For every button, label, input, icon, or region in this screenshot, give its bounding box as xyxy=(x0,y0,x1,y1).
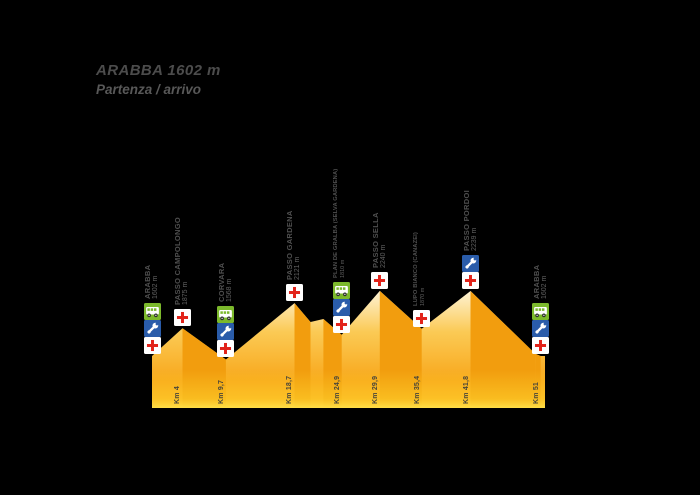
km-tick-anchor-7: Km 51 xyxy=(532,382,540,405)
waypoint-name: PASSO PORDOI xyxy=(461,190,471,252)
waypoint-label-anchor-5: PASSO SELLA 2240 m xyxy=(371,212,387,269)
waypoint-services-1 xyxy=(173,309,191,327)
chart-title-block: ARABBA 1602 m Partenza / arrivo xyxy=(96,62,221,97)
first-aid-icon xyxy=(285,284,303,302)
waypoint-name: ARABBA xyxy=(531,264,541,299)
wrench-icon xyxy=(462,255,480,273)
km-tick-anchor-2: Km 18,7 xyxy=(285,376,293,405)
waypoint-elevation: 1870 m xyxy=(419,287,426,306)
km-tick-anchor-4: Km 29,9 xyxy=(371,376,379,405)
wrench-icon xyxy=(143,320,161,337)
wrench-icon xyxy=(333,298,351,316)
waypoint-label-anchor-6: LUPO BIANCO (CANAZEI) 1870 m xyxy=(413,232,426,307)
waypoint-name: CORVARA xyxy=(216,263,226,303)
waypoint-label: LUPO BIANCO (CANAZEI) 1870 m xyxy=(413,232,427,306)
waypoint-elevation: 2240 m xyxy=(379,244,387,268)
first-aid-icon xyxy=(217,340,235,358)
first-aid-icon xyxy=(462,272,480,290)
profile-baseline-glow xyxy=(152,370,545,408)
km-tick-label: Km 51 xyxy=(532,381,540,404)
waypoint-label-anchor-7: PASSO PORDOI 2239 m xyxy=(462,190,478,252)
waypoint-name: ARABBA xyxy=(143,264,152,299)
km-tick-anchor-0: Km 4 xyxy=(173,386,181,405)
waypoint-label: PASSO CAMPOLONGO 1875 m xyxy=(173,217,190,305)
waypoint-services-6 xyxy=(413,309,431,327)
waypoint-elevation: 1810 m xyxy=(339,259,346,278)
waypoint-elevation: 1875 m xyxy=(182,281,190,306)
waypoint-elevation: 2239 m xyxy=(470,227,478,252)
waypoint-name: PASSO SELLA xyxy=(370,212,380,268)
waypoint-services-4 xyxy=(333,281,351,333)
km-tick-anchor-5: Km 35,4 xyxy=(413,376,421,405)
waypoint-label-anchor-1: PASSO CAMPOLONGO 1875 m xyxy=(173,217,189,306)
km-tick-label: Km 9,7 xyxy=(217,379,225,404)
km-tick-label: Km 18,7 xyxy=(286,375,294,404)
km-tick-anchor-3: Km 24,9 xyxy=(333,376,341,405)
waypoint-services-8 xyxy=(532,303,550,354)
waypoint-services-0 xyxy=(143,303,161,354)
waypoint-label-anchor-4: PLAN DE GRALBA (SELVA GARDENA) 1810 m xyxy=(333,169,346,279)
waypoint-label: CORVARA 1568 m xyxy=(217,263,234,302)
waypoint-services-3 xyxy=(285,284,303,302)
start-finish-title: ARABBA 1602 m xyxy=(96,62,221,79)
waypoint-label: ARABBA 1602 m xyxy=(532,265,549,299)
wrench-icon xyxy=(217,323,235,341)
waypoint-label: PLAN DE GRALBA (SELVA GARDENA) 1810 m xyxy=(333,169,347,278)
bus-icon xyxy=(217,306,235,324)
first-aid-icon xyxy=(532,337,550,354)
waypoint-label: ARABBA 1602 m xyxy=(143,265,160,299)
wrench-icon xyxy=(532,320,550,337)
km-tick-label: Km 35,4 xyxy=(413,375,421,404)
waypoint-services-5 xyxy=(371,271,389,289)
bus-icon xyxy=(532,303,550,320)
waypoint-elevation: 1568 m xyxy=(225,279,233,303)
waypoint-label-anchor-3: PASSO GARDENA 2121 m xyxy=(285,210,301,281)
waypoint-label: PASSO SELLA 2240 m xyxy=(371,212,388,268)
waypoint-label: PASSO GARDENA 2121 m xyxy=(285,210,302,280)
waypoint-elevation: 1602 m xyxy=(540,275,548,299)
first-aid-icon xyxy=(333,315,351,333)
km-tick-label: Km 4 xyxy=(174,386,182,404)
waypoint-elevation: 2121 m xyxy=(294,256,302,281)
waypoint-label-anchor-0: ARABBA 1602 m xyxy=(143,265,159,300)
waypoint-name: LUPO BIANCO (CANAZEI) xyxy=(412,231,419,306)
bus-icon xyxy=(143,303,161,320)
km-tick-anchor-1: Km 9,7 xyxy=(217,380,225,405)
waypoint-elevation: 1602 m xyxy=(152,275,159,299)
start-finish-subtitle: Partenza / arrivo xyxy=(96,82,202,97)
first-aid-icon xyxy=(143,337,161,354)
km-tick-label: Km 24,9 xyxy=(333,375,341,404)
km-tick-label: Km 29,9 xyxy=(371,375,379,404)
waypoint-services-7 xyxy=(462,255,480,290)
first-aid-icon xyxy=(173,309,191,327)
waypoint-label: PASSO PORDOI 2239 m xyxy=(462,190,479,251)
first-aid-icon xyxy=(413,309,431,327)
km-tick-label: Km 41,8 xyxy=(462,375,470,404)
waypoint-label-anchor-2: CORVARA 1568 m xyxy=(217,263,233,303)
bus-icon xyxy=(333,281,351,299)
waypoint-label-anchor-8: ARABBA 1602 m xyxy=(532,265,548,300)
waypoint-services-2 xyxy=(217,306,235,358)
first-aid-icon xyxy=(371,271,389,289)
waypoint-name: PLAN DE GRALBA (SELVA GARDENA) xyxy=(332,168,339,278)
km-tick-anchor-6: Km 41,8 xyxy=(462,376,470,405)
